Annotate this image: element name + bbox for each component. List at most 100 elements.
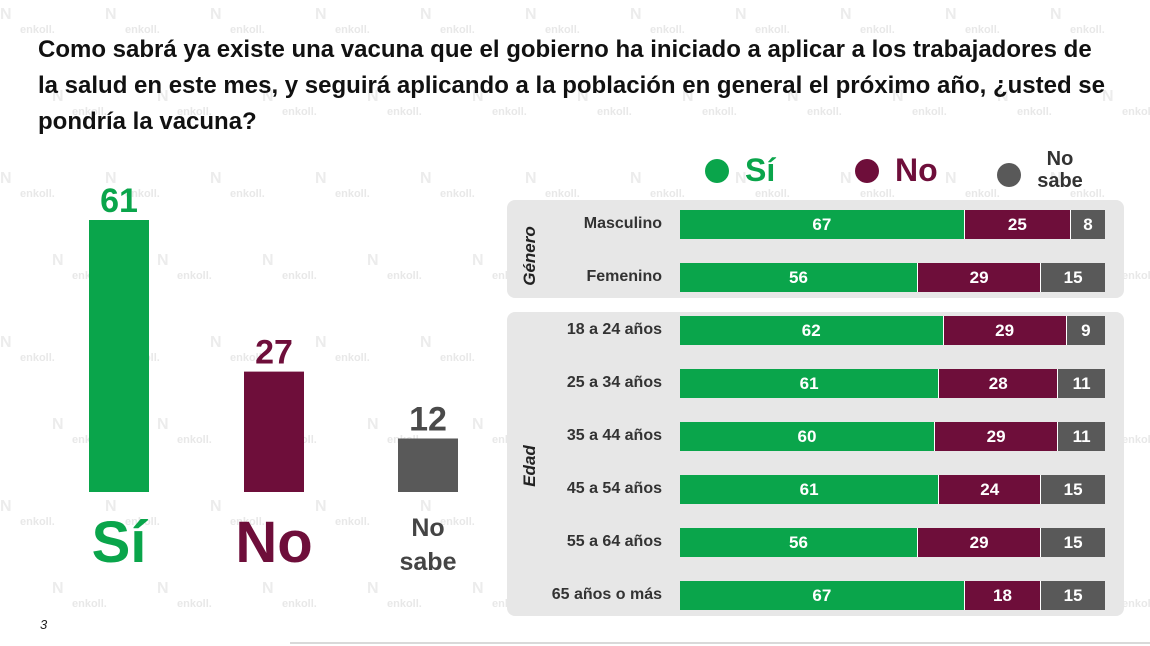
segment-value-label: 15 [1063,267,1083,287]
row-label: 25 a 34 años [566,374,662,391]
watermark-icon: N [630,170,642,187]
summary-value-label: 27 [255,334,293,372]
segment-value-label: 25 [1007,214,1027,234]
legend-item-si: Sí [705,148,795,198]
question-title: Como sabrá ya existe una vacuna que el g… [38,36,1106,135]
segment-value-label: 60 [797,426,817,446]
summary-bar [398,438,458,492]
segment-value-label: 24 [980,479,1000,499]
summary-bar-chart: 61 Sí 27 No 12 No sabe [89,182,458,576]
watermark-icon: N [630,6,642,23]
legend-swatch [705,159,729,183]
legend-label: No sabe [1037,148,1083,192]
summary-category-label: No [235,510,312,575]
watermark-text: enkoll. [545,188,580,200]
row-label: Femenino [586,268,662,285]
stacked-segment: 62 [680,316,944,345]
summary-category-label: sabe [400,548,457,576]
summary-bar [244,371,304,492]
legend-swatch [855,159,879,183]
segment-value-label: 18 [993,585,1012,605]
stacked-segment: 67 [680,210,965,239]
summary-value-label: 12 [409,400,447,438]
watermark-text: enkoll. [1122,598,1150,610]
segment-value-label: 67 [812,585,832,605]
row-label: 18 a 24 años [566,321,662,338]
stacked-segment: 60 [680,422,935,451]
stacked-segment: 29 [943,316,1067,345]
footer-divider [290,642,1150,644]
watermark-icon: N [840,6,852,23]
summary-category-label: No [411,514,444,542]
watermark-text: enkoll. [1122,434,1150,446]
legend-label: No [895,152,938,188]
segment-value-label: 15 [1063,585,1083,605]
watermark-text: enkoll. [1122,106,1150,118]
watermark-text: enkoll. [965,188,1000,200]
row-label: 45 a 54 años [566,480,662,497]
legend-label: Sí [745,152,776,188]
segment-value-label: 9 [1081,320,1091,340]
legend-item-no: No [855,148,955,198]
segment-value-label: 11 [1072,373,1091,393]
segment-value-label: 28 [988,373,1008,393]
segment-value-label: 61 [799,373,819,393]
watermark-icon: N [1050,6,1062,23]
stacked-segment: 11 [1058,422,1105,451]
stacked-segment: 15 [1041,263,1105,292]
stacked-segment: 61 [680,369,940,398]
stacked-segment: 15 [1041,581,1105,610]
segment-value-label: 56 [789,532,808,552]
summary-value-label: 61 [100,182,138,220]
segment-value-label: 56 [789,267,808,287]
stacked-segment: 67 [680,581,965,610]
stacked-segment: 29 [918,528,1042,557]
segment-value-label: 15 [1063,532,1083,552]
segment-value-label: 8 [1083,214,1093,234]
legend-swatch [997,163,1021,187]
stacked-segment: 28 [939,369,1059,398]
segment-value-label: 15 [1063,479,1083,499]
stacked-segment: 61 [680,475,940,504]
stacked-segment: 29 [918,263,1042,292]
segment-value-label: 29 [986,426,1006,446]
row-label: Masculino [583,215,662,232]
panel-edad [507,312,1124,616]
row-label: 35 a 44 años [566,427,662,444]
segment-value-label: 11 [1072,426,1091,446]
row-label: 65 años o más [551,586,662,603]
page-number: 3 [40,617,48,632]
stacked-segment: 24 [939,475,1042,504]
watermark-icon: N [525,170,537,187]
legend-item-nosabe: No sabe [997,148,1107,198]
segment-value-label: 29 [969,267,989,287]
segment-value-label: 67 [812,214,832,234]
watermark-icon: N [945,6,957,23]
segment-value-label: 62 [801,320,821,340]
stacked-segment: 25 [964,210,1071,239]
stacked-segment: 56 [680,263,918,292]
summary-bar [89,220,149,492]
stacked-segment: 29 [935,422,1059,451]
watermark-icon: N [525,6,537,23]
stacked-segment: 56 [680,528,918,557]
stacked-segment: 11 [1058,369,1105,398]
stacked-segment: 18 [964,581,1042,610]
stacked-segment: 8 [1071,210,1105,239]
segment-value-label: 29 [969,532,989,552]
watermark-text: enkoll. [1122,270,1150,282]
segment-value-label: 61 [799,479,819,499]
watermark-text: enkoll. [650,188,685,200]
row-label: 55 a 64 años [566,533,662,550]
stacked-segment: 15 [1041,528,1105,557]
summary-category-label: Sí [92,510,149,575]
stacked-segment: 9 [1066,316,1105,345]
stacked-segment: 15 [1041,475,1105,504]
